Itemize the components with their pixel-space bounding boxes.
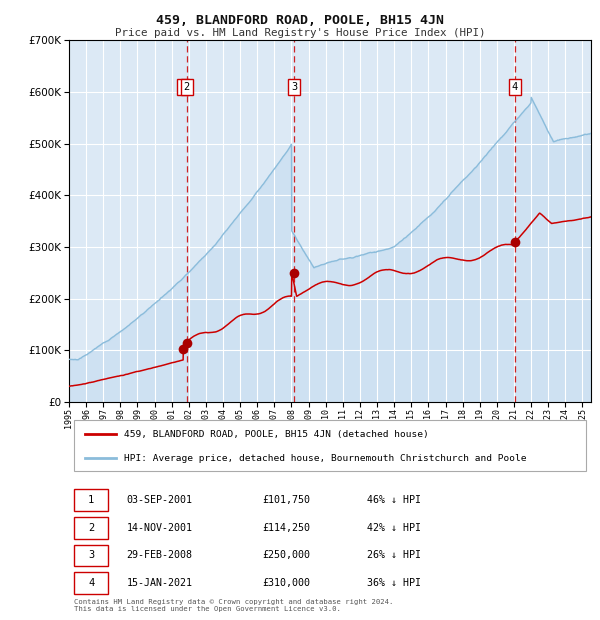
FancyBboxPatch shape [74,489,108,511]
Text: 1: 1 [180,82,186,92]
Text: Price paid vs. HM Land Registry's House Price Index (HPI): Price paid vs. HM Land Registry's House … [115,28,485,38]
Text: 14-NOV-2001: 14-NOV-2001 [127,523,193,533]
Text: 2: 2 [184,82,190,92]
FancyBboxPatch shape [74,544,108,566]
Text: £310,000: £310,000 [262,578,310,588]
Text: 459, BLANDFORD ROAD, POOLE, BH15 4JN: 459, BLANDFORD ROAD, POOLE, BH15 4JN [156,14,444,27]
Text: 4: 4 [88,578,94,588]
Text: £101,750: £101,750 [262,495,310,505]
Text: 29-FEB-2008: 29-FEB-2008 [127,551,193,560]
Text: 4: 4 [512,82,518,92]
Text: 15-JAN-2021: 15-JAN-2021 [127,578,193,588]
Text: 42% ↓ HPI: 42% ↓ HPI [367,523,421,533]
Text: 36% ↓ HPI: 36% ↓ HPI [367,578,421,588]
Text: £250,000: £250,000 [262,551,310,560]
Text: 1: 1 [88,495,94,505]
Text: £114,250: £114,250 [262,523,310,533]
FancyBboxPatch shape [74,517,108,539]
Text: 3: 3 [291,82,298,92]
FancyBboxPatch shape [74,572,108,594]
Text: 3: 3 [88,551,94,560]
Text: HPI: Average price, detached house, Bournemouth Christchurch and Poole: HPI: Average price, detached house, Bour… [124,454,526,463]
Text: 459, BLANDFORD ROAD, POOLE, BH15 4JN (detached house): 459, BLANDFORD ROAD, POOLE, BH15 4JN (de… [124,430,428,439]
Text: 2: 2 [88,523,94,533]
Text: 03-SEP-2001: 03-SEP-2001 [127,495,193,505]
Text: 26% ↓ HPI: 26% ↓ HPI [367,551,421,560]
FancyBboxPatch shape [74,420,586,471]
Text: Contains HM Land Registry data © Crown copyright and database right 2024.
This d: Contains HM Land Registry data © Crown c… [74,599,394,612]
Text: 46% ↓ HPI: 46% ↓ HPI [367,495,421,505]
